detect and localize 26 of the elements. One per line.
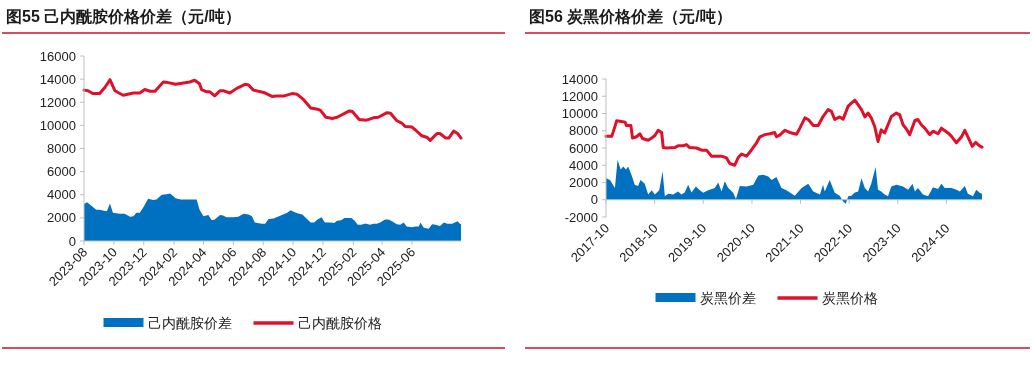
line-series bbox=[604, 98, 984, 167]
y-tick-label: 16000 bbox=[39, 48, 76, 64]
y-tick-label: 8000 bbox=[569, 123, 598, 139]
y-tick-label: 14000 bbox=[39, 71, 76, 87]
y-tick-label: 12000 bbox=[561, 88, 598, 104]
y-tick-label: 6000 bbox=[47, 164, 76, 180]
legend-label: 炭黑价差 bbox=[699, 290, 756, 306]
y-tick-label: 0 bbox=[68, 233, 76, 249]
y-tick-label: 10000 bbox=[39, 117, 76, 133]
y-tick-label: -2000 bbox=[564, 209, 598, 225]
y-tick-label: 6000 bbox=[569, 140, 598, 156]
legend-label: 炭黑价格 bbox=[821, 290, 878, 306]
legend-label: 己内酰胺价格 bbox=[297, 315, 382, 331]
y-tick-label: 4000 bbox=[47, 187, 76, 203]
y-tick-label: 14000 bbox=[561, 71, 598, 87]
line-series bbox=[82, 78, 463, 142]
y-tick-label: 8000 bbox=[47, 141, 76, 156]
y-tick-label: 2000 bbox=[569, 175, 598, 190]
y-tick-label: 0 bbox=[590, 192, 598, 208]
chart-title: 图55 己内酰胺价格价差（元/吨） bbox=[6, 8, 241, 26]
legend-label: 己内酰胺价差 bbox=[147, 315, 232, 331]
chart-title: 图56 炭黑价格价差（元/吨） bbox=[529, 8, 732, 26]
y-tick-label: 10000 bbox=[561, 106, 598, 121]
y-tick-label: 12000 bbox=[39, 94, 76, 110]
y-tick-label: 4000 bbox=[569, 157, 598, 173]
y-tick-label: 2000 bbox=[47, 210, 76, 226]
